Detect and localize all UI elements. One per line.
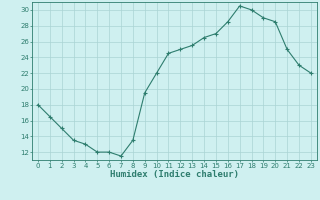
X-axis label: Humidex (Indice chaleur): Humidex (Indice chaleur) — [110, 170, 239, 179]
